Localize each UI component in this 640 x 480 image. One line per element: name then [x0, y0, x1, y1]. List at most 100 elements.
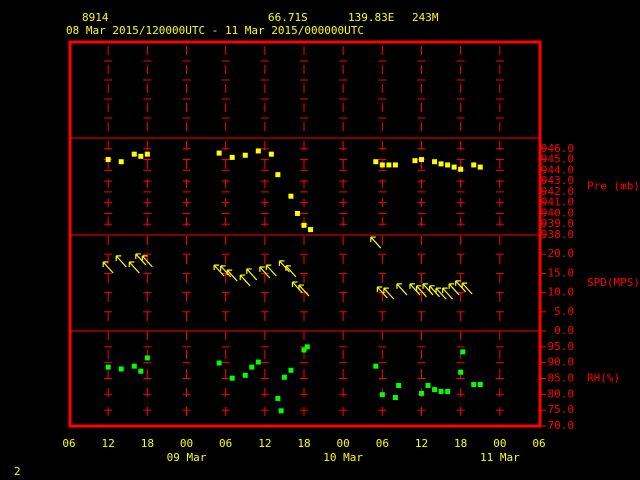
y-tick-label: 0.0: [554, 324, 574, 337]
wind-arrow: [115, 255, 127, 268]
y-tick-label: 939.0: [541, 217, 574, 230]
y-tick-label: 90.0: [548, 356, 575, 369]
wind-arrow: [285, 265, 297, 278]
y-tick-label: 943.0: [541, 174, 574, 187]
data-point: [419, 390, 424, 396]
wind-arrow: [422, 283, 434, 296]
y-axis-label: Pre (mb): [587, 180, 640, 193]
wind-arrow: [396, 283, 408, 296]
data-point: [386, 162, 392, 168]
x-tick-label: 00: [180, 437, 193, 450]
x-tick-label: 12: [102, 437, 115, 450]
data-point: [138, 153, 144, 159]
x-tick-label: 00: [493, 437, 506, 450]
longitude: 139.83E: [348, 11, 394, 24]
data-point: [288, 367, 294, 373]
data-point: [144, 355, 150, 361]
data-point: [281, 374, 287, 380]
data-point: [477, 382, 483, 388]
data-point: [412, 158, 418, 164]
wind-arrow: [278, 260, 290, 273]
data-point: [275, 395, 281, 401]
x-tick-label: 00: [337, 437, 350, 450]
elevation: 243M: [412, 11, 439, 24]
data-point: [105, 157, 111, 163]
day-label: 11 Mar: [480, 451, 520, 464]
wind-arrow: [298, 284, 310, 297]
data-point: [445, 388, 451, 394]
data-point: [392, 162, 398, 168]
data-point: [242, 152, 248, 158]
y-tick-label: 75.0: [548, 403, 575, 416]
data-point: [451, 164, 457, 170]
data-point: [294, 210, 300, 216]
data-point: [432, 387, 438, 393]
data-point: [438, 161, 444, 167]
data-point: [308, 227, 314, 233]
x-tick-label: 12: [258, 437, 271, 450]
y-tick-label: 80.0: [548, 387, 575, 400]
y-tick-label: 946.0: [541, 142, 574, 155]
x-tick-label: 06: [219, 437, 232, 450]
data-point: [425, 382, 431, 388]
y-axis-label: RH(%): [587, 372, 620, 385]
x-tick-label: 06: [376, 437, 389, 450]
y-tick-label: 10.0: [548, 286, 575, 299]
data-point: [373, 159, 379, 165]
wind-arrow: [461, 282, 473, 295]
data-point: [304, 344, 310, 350]
wind-arrow: [102, 261, 114, 274]
wind-arrow: [383, 287, 395, 300]
y-tick-label: 940.0: [541, 206, 574, 219]
y-tick-label: 5.0: [554, 305, 574, 318]
data-point: [216, 150, 222, 156]
wind-arrow: [220, 265, 232, 278]
wind-arrow: [442, 287, 454, 300]
data-point: [301, 222, 307, 228]
wind-arrow: [239, 274, 251, 287]
wind-arrow: [428, 285, 440, 298]
data-point: [229, 154, 235, 160]
wind-arrow: [448, 283, 460, 296]
data-point: [255, 148, 261, 154]
data-point: [471, 162, 477, 168]
wind-arrow: [259, 266, 271, 279]
data-point: [438, 388, 444, 394]
latitude: 66.71S: [268, 11, 308, 24]
wind-arrow: [409, 283, 421, 296]
wind-arrow: [128, 261, 140, 274]
wind-arrow: [226, 269, 238, 282]
data-point: [396, 382, 402, 388]
day-label: 09 Mar: [167, 451, 207, 464]
data-point: [458, 369, 464, 375]
data-point: [268, 151, 274, 157]
data-point: [392, 395, 398, 400]
data-point: [249, 364, 255, 370]
data-point: [379, 392, 385, 398]
wind-arrow: [246, 268, 258, 281]
data-point: [458, 166, 464, 172]
data-point: [255, 359, 261, 365]
day-label: 10 Mar: [323, 451, 363, 464]
data-point: [419, 157, 424, 163]
data-point: [131, 363, 137, 369]
y-tick-label: 938.0: [541, 228, 574, 241]
data-point: [477, 164, 483, 170]
station: 8914: [82, 11, 109, 24]
x-tick-label: 06: [62, 437, 75, 450]
data-point: [278, 408, 284, 414]
wind-arrow: [141, 255, 153, 268]
x-tick-label: 18: [297, 437, 310, 450]
wind-arrow: [435, 287, 447, 300]
time-range: 08 Mar 2015/120000UTC - 11 Mar 2015/0000…: [66, 24, 364, 37]
data-point: [138, 368, 144, 374]
y-tick-label: 941.0: [541, 196, 574, 209]
wind-arrow: [213, 264, 225, 277]
x-tick-label: 06: [532, 437, 545, 450]
y-tick-label: 15.0: [548, 266, 575, 279]
wind-arrow: [376, 286, 388, 299]
data-point: [242, 372, 248, 378]
x-tick-label: 12: [415, 437, 428, 450]
